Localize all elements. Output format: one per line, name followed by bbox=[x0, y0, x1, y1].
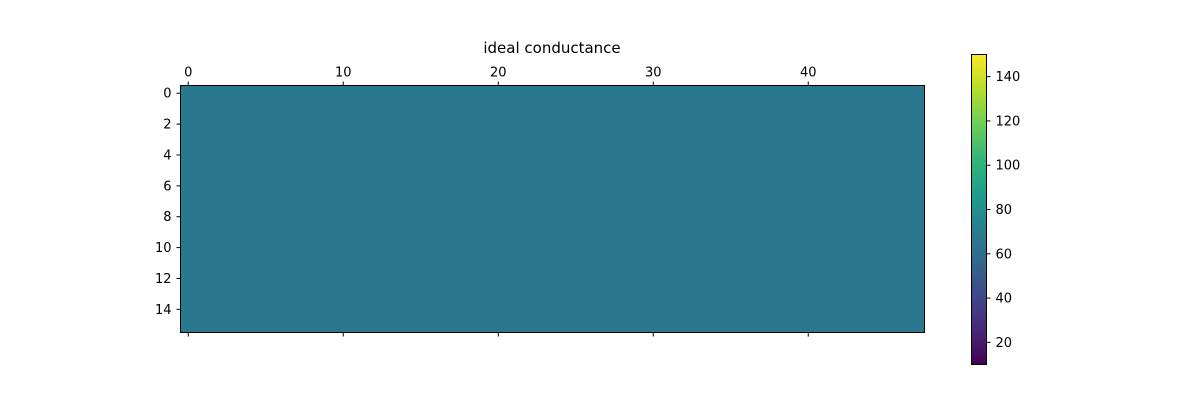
x-tick-label: 40 bbox=[800, 66, 817, 81]
heatmap-cells bbox=[180, 85, 925, 333]
colorbar-tick-label: 140 bbox=[996, 70, 1021, 85]
colorbar-tick-label: 60 bbox=[996, 247, 1013, 262]
y-axis: 0 2 4 6 8 10 12 14 bbox=[155, 87, 181, 318]
colorbar-gradient bbox=[971, 54, 987, 365]
y-tick-label: 14 bbox=[155, 303, 172, 318]
x-axis: 0 10 20 30 40 bbox=[184, 66, 817, 337]
y-tick-label: 10 bbox=[155, 241, 172, 256]
colorbar: 20 40 60 80 100 120 140 bbox=[971, 54, 1021, 365]
y-tick-label: 12 bbox=[155, 272, 172, 287]
plot-frame bbox=[180, 85, 925, 333]
colorbar-tick-label: 20 bbox=[996, 336, 1013, 351]
colorbar-tick-label: 100 bbox=[996, 159, 1021, 174]
x-tick-label: 10 bbox=[335, 66, 352, 81]
x-tick-label: 20 bbox=[490, 66, 507, 81]
y-tick-label: 6 bbox=[163, 179, 171, 194]
y-tick-label: 4 bbox=[163, 148, 171, 163]
y-tick-label: 8 bbox=[163, 210, 171, 225]
y-tick-label: 2 bbox=[163, 118, 171, 133]
heatmap-fill bbox=[180, 85, 925, 333]
colorbar-tick-label: 120 bbox=[996, 114, 1021, 129]
colorbar-tick-label: 80 bbox=[996, 203, 1013, 218]
x-tick-label: 30 bbox=[645, 66, 662, 81]
chart-title: ideal conductance bbox=[483, 39, 620, 57]
y-tick-label: 0 bbox=[163, 87, 171, 102]
x-tick-label: 0 bbox=[184, 66, 192, 81]
colorbar-tick-label: 40 bbox=[996, 292, 1013, 307]
